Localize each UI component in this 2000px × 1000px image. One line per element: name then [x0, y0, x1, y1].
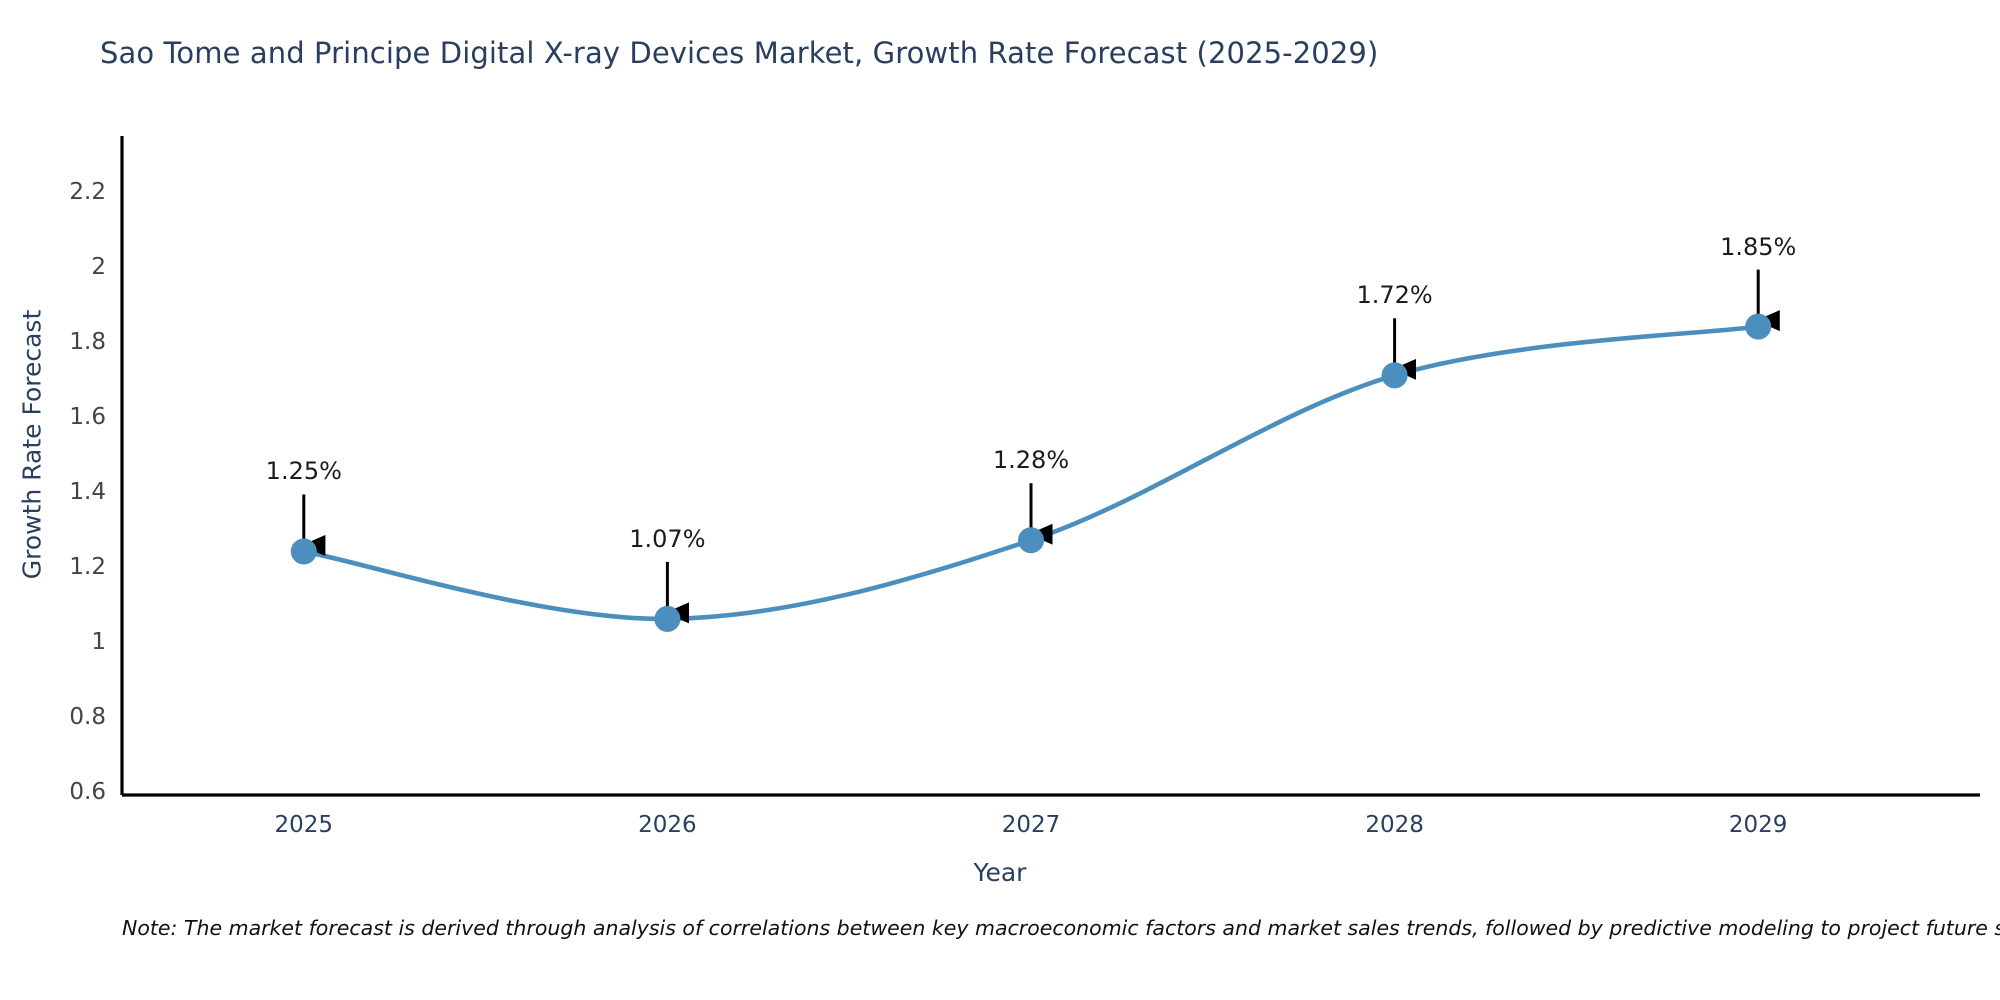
chart-footnote: Note: The market forecast is derived thr… [122, 916, 2000, 940]
x-axis-tick-label: 2029 [1728, 812, 1788, 838]
data-point-label: 1.07% [629, 524, 706, 553]
page-title: Sao Tome and Principe Digital X-ray Devi… [100, 36, 1379, 70]
data-point-marker[interactable] [654, 605, 681, 632]
y-axis-tick-label: 1 [91, 629, 106, 656]
data-point-label: 1.25% [265, 457, 342, 486]
data-point-label: 1.28% [992, 446, 1070, 475]
y-axis-tick-label: 2.2 [69, 179, 106, 206]
data-point-label: 1.72% [1356, 281, 1433, 310]
y-axis-tick-label: 1.2 [69, 554, 106, 581]
data-point-marker[interactable] [290, 538, 317, 565]
data-point-label: 1.85% [1720, 232, 1797, 261]
y-axis-tick-label: 0.8 [69, 704, 106, 731]
data-point-marker[interactable] [1018, 527, 1044, 554]
data-point-marker[interactable] [1381, 362, 1408, 389]
x-axis-tick-label: 2027 [1001, 812, 1061, 838]
x-axis-tick-label: 2026 [638, 812, 697, 838]
y-axis-tick-label: 1.4 [69, 479, 106, 506]
y-axis-tick-label: 1.6 [69, 404, 106, 431]
x-axis-tick-label: 2025 [274, 812, 334, 838]
y-axis-title: Growth Rate Forecast [17, 309, 47, 580]
y-axis-tick-label: 2 [91, 254, 106, 281]
data-point-marker[interactable] [1745, 313, 1772, 340]
y-axis-tick-label: 1.8 [69, 329, 106, 356]
x-axis-tick-label: 2028 [1365, 812, 1424, 838]
y-axis-tick-label: 0.6 [69, 779, 106, 805]
x-axis-title: Year [973, 858, 1027, 887]
